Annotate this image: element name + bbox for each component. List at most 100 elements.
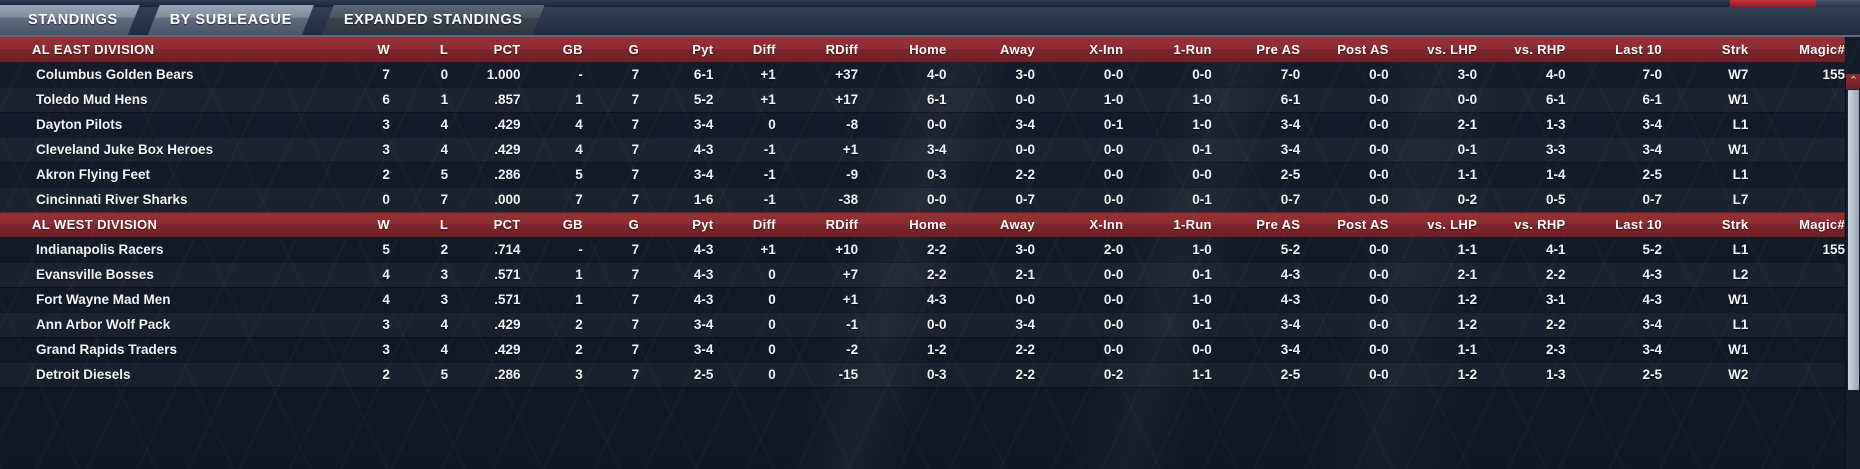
column-header-pct[interactable]: PCT [493,217,521,233]
column-header-vs-lhp[interactable]: vs. LHP [1427,42,1478,57]
table-row[interactable]: Cincinnati River Sharks 0 7.000 7 7 1-6 -1 -38 0… [0,187,1845,213]
cell-strk: L2 [1661,262,1749,288]
column-header-post-as[interactable]: Post AS [1337,42,1389,57]
team-name[interactable]: Columbus Golden Bears [0,62,332,88]
cell-pyt: 3-4 [639,162,714,188]
cell-l: 0 [389,62,449,88]
cell-postas: 0-0 [1300,137,1389,163]
cell-postas: 0-0 [1300,112,1389,138]
team-name[interactable]: Grand Rapids Traders [0,337,332,363]
column-header-magic-[interactable]: Magic# [1799,42,1845,57]
table-row[interactable]: Columbus Golden Bears 7 0 1.000-7 6-1 +1 +37 4-… [0,62,1845,88]
column-header-away[interactable]: Away [1000,42,1035,57]
cell-home: 0-3 [858,162,947,188]
cell-home: 2-2 [858,262,947,288]
team-name[interactable]: Cleveland Juke Box Heroes [0,137,332,163]
table-row[interactable]: Cleveland Juke Box Heroes 3 4.429 4 7 4-3 -1 +1… [0,137,1845,163]
cell-last10: 3-4 [1565,312,1662,338]
column-header-home[interactable]: Home [909,217,947,233]
column-header-rdiff[interactable]: RDiff [825,42,859,57]
table-row[interactable]: Grand Rapids Traders 3 4.429 2 7 3-4 0 -2 1-2 2-2… [0,337,1845,363]
cell-w: 5 [331,237,390,263]
vertical-scrollbar[interactable]: ⌃ [1845,74,1860,469]
column-header-l[interactable]: L [439,217,449,233]
column-header-gb[interactable]: GB [562,217,583,233]
table-row[interactable]: Ann Arbor Wolf Pack 3 4.429 2 7 3-4 0 -1 0-0 3-4 0… [0,312,1845,338]
top-grey-chip [1816,0,1860,7]
column-header-post-as[interactable]: Post AS [1337,217,1389,233]
column-header-l[interactable]: L [439,42,449,57]
team-name[interactable]: Akron Flying Feet [0,162,332,188]
column-header-1-run[interactable]: 1-Run [1173,42,1212,57]
column-header-x-inn[interactable]: X-Inn [1089,42,1124,57]
cell-vsrhp: 3-1 [1477,287,1566,313]
cell-g: 7 [582,87,640,113]
team-name[interactable]: Toledo Mud Hens [0,87,332,113]
table-row[interactable]: Fort Wayne Mad Men 4 3.571 1 7 4-3 0 +1 4-3 0-0 0-… [0,287,1845,313]
team-name[interactable]: Detroit Diesels [0,362,332,388]
cell-x-inn: 0-0 [1034,187,1124,213]
team-name[interactable]: Indianapolis Racers [0,237,332,263]
column-header-away[interactable]: Away [1000,217,1035,233]
column-header-strk[interactable]: Strk [1721,217,1749,233]
scrollbar-thumb[interactable] [1848,90,1859,390]
column-header-pre-as[interactable]: Pre AS [1256,217,1301,233]
table-row[interactable]: Toledo Mud Hens 6 1.857 1 7 5-2 +1 +17 6-1 0-0 1-0… [0,87,1845,113]
cell-preas: 3-4 [1211,137,1301,163]
column-header-w[interactable]: W [377,42,390,57]
column-header-strk[interactable]: Strk [1721,42,1749,57]
team-name[interactable]: Ann Arbor Wolf Pack [0,312,332,338]
column-header-gb[interactable]: GB [562,42,583,57]
column-header-magic-[interactable]: Magic# [1799,217,1845,233]
team-name[interactable]: Fort Wayne Mad Men [0,287,332,313]
column-header-last-10[interactable]: Last 10 [1615,42,1662,57]
table-row[interactable]: Akron Flying Feet 2 5.286 5 7 3-4 -1 -9 0-3 2-2 0-… [0,162,1845,188]
cell-vsrhp: 6-1 [1477,87,1566,113]
cell-vsrhp: 1-3 [1477,112,1566,138]
cell-w: 2 [331,362,390,388]
column-header-g[interactable]: G [628,217,640,233]
cell-gb: 1 [520,287,583,313]
scroll-up-icon[interactable]: ⌃ [1846,74,1860,89]
cell-x-inn: 0-0 [1034,262,1124,288]
cell-vsrhp: 1-4 [1477,162,1566,188]
tab-standings[interactable]: STANDINGS [0,5,140,35]
tab-by-subleague[interactable]: BY SUBLEAGUE [148,5,314,35]
column-header-vs-rhp[interactable]: vs. RHP [1514,217,1566,233]
table-row[interactable]: Evansville Bosses 4 3.571 1 7 4-3 0 +7 2-2 2-1 0-0… [0,262,1845,288]
cell-1-run: 1-0 [1123,287,1212,313]
column-header-x-inn[interactable]: X-Inn [1089,217,1124,233]
table-row[interactable]: Detroit Diesels 2 5.286 3 7 2-5 0 -15 0-3 2-2 0-2 1… [0,362,1845,388]
table-row[interactable]: Indianapolis Racers 5 2.714-7 4-3 +1 +10 2-2 3-… [0,237,1845,263]
tab-expanded-standings[interactable]: EXPANDED STANDINGS [322,5,545,35]
team-name[interactable]: Cincinnati River Sharks [0,187,332,213]
column-header-pyt[interactable]: Pyt [692,42,714,57]
cell-gb: 4 [520,112,583,138]
cell-rdiff: +10 [775,237,859,263]
column-header-pyt[interactable]: Pyt [692,217,714,233]
column-header-home[interactable]: Home [909,42,947,57]
cell-1-run: 1-1 [1123,362,1212,388]
cell-1-run: 0-1 [1123,137,1212,163]
column-header-diff[interactable]: Diff [752,42,776,57]
column-header-vs-lhp[interactable]: vs. LHP [1427,217,1478,233]
cell-home: 4-0 [858,62,947,88]
cell-away: 3-4 [946,112,1035,138]
team-name[interactable]: Dayton Pilots [0,112,332,138]
column-header-pct[interactable]: PCT [493,42,521,57]
column-header-pre-as[interactable]: Pre AS [1256,42,1301,57]
cell-diff: 0 [713,312,776,338]
column-header-g[interactable]: G [628,42,640,57]
cell-away: 0-7 [946,187,1035,213]
column-header-w[interactable]: W [377,217,390,233]
cell-home: 1-2 [858,337,947,363]
column-header-vs-rhp[interactable]: vs. RHP [1514,42,1566,57]
column-header-last-10[interactable]: Last 10 [1615,217,1662,233]
cell-w: 0 [331,187,390,213]
table-row[interactable]: Dayton Pilots 3 4.429 4 7 3-4 0 -8 0-0 3-4 0-1 1-0 3… [0,112,1845,138]
column-header-1-run[interactable]: 1-Run [1173,217,1212,233]
column-header-diff[interactable]: Diff [752,217,776,233]
team-name[interactable]: Evansville Bosses [0,262,332,288]
column-header-rdiff[interactable]: RDiff [825,217,859,233]
